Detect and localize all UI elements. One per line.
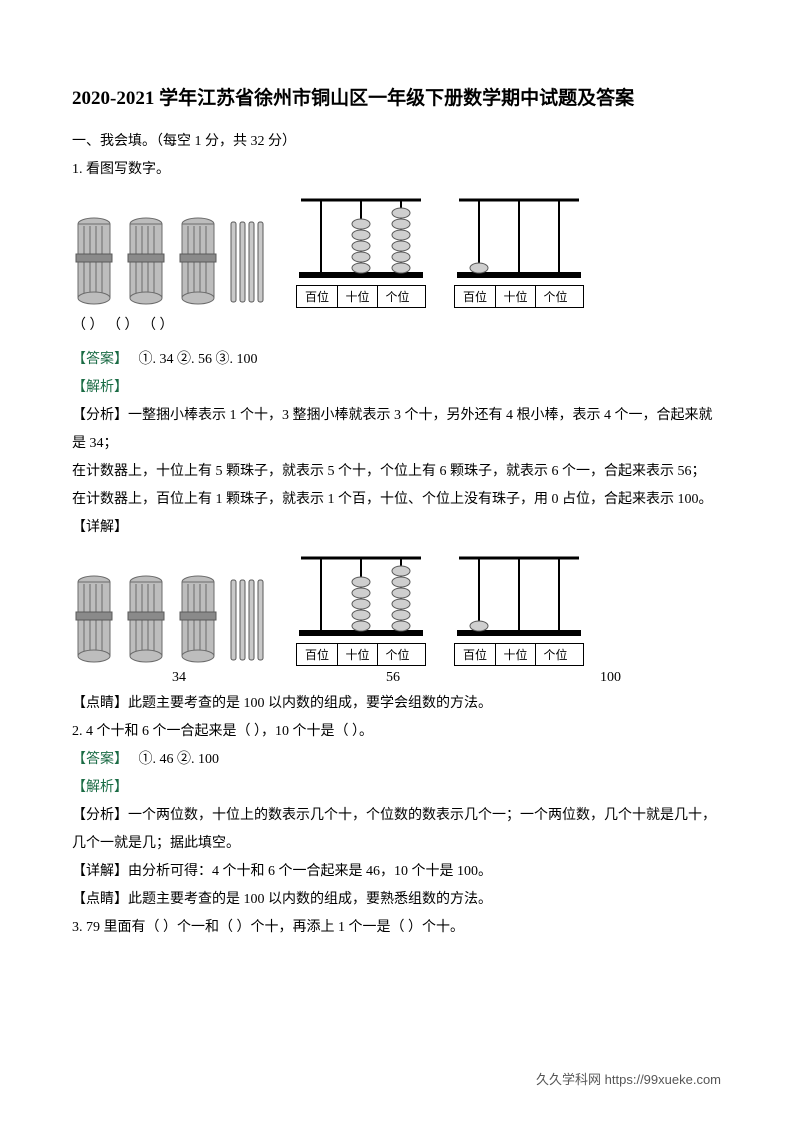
answer-1: 【答案】 ①. 34 ②. 56 ③. 100: [72, 346, 721, 374]
fenxi-1a: 【分析】一整捆小棒表示 1 个十，3 整捆小棒就表示 3 个十，另外还有 4 根…: [72, 402, 721, 458]
fenxi-label: 【分析】: [72, 808, 128, 823]
answer-2-text: ①. 46 ②. 100: [139, 752, 220, 767]
analysis-label: 【解析】: [72, 774, 721, 802]
ans-val-a: 34: [172, 670, 186, 686]
stick-bundle-icon: [176, 574, 220, 666]
xiangjie-label: 【详解】: [72, 864, 128, 879]
place-ten: 十位: [495, 644, 535, 665]
stick-bundle-icon: [72, 216, 116, 308]
abacus-icon: [296, 552, 426, 638]
fenxi-2: 【分析】一个两位数，十位上的数表示几个十，个位数的数表示几个一；一个两位数，几个…: [72, 802, 721, 858]
dianjing-2: 【点睛】此题主要考查的是 100 以内数的组成，要熟悉组数的方法。: [72, 886, 721, 914]
abacus-icon: [296, 194, 426, 280]
abacus-icon: [454, 552, 584, 638]
stick-bundle-icon: [124, 216, 168, 308]
dianjing-label: 【点睛】: [72, 892, 128, 907]
place-ten: 十位: [495, 286, 535, 307]
dianjing-label: 【点睛】: [72, 696, 128, 711]
figure-row-2: 百位 十位 个位 百位 十位 个位: [72, 552, 721, 666]
loose-sticks-icon: [228, 216, 268, 308]
ans-val-c: 100: [600, 670, 621, 686]
answer-values-row: 34 56 100: [72, 670, 721, 686]
answer-label: 【答案】: [72, 752, 128, 767]
section-heading: 一、我会填。（每空 1 分，共 32 分）: [72, 128, 721, 156]
question-1: 1. 看图写数字。: [72, 156, 721, 184]
blanks-row: （ ） （ ） （ ）: [72, 312, 721, 340]
place-hundred: 百位: [297, 286, 337, 307]
place-one: 个位: [377, 644, 417, 665]
abacus-icon: [454, 194, 584, 280]
place-hundred: 百位: [297, 644, 337, 665]
figure-row-1: 百位 十位 个位 百位 十位 个位: [72, 194, 721, 308]
place-labels: 百位 十位 个位: [454, 643, 584, 666]
stick-bundle-icon: [124, 574, 168, 666]
place-ten: 十位: [337, 286, 377, 307]
dianjing-1: 【点睛】此题主要考查的是 100 以内数的组成，要学会组数的方法。: [72, 690, 721, 718]
abacus-2b: 百位 十位 个位: [454, 552, 584, 666]
abacus-2: 百位 十位 个位: [454, 194, 584, 308]
place-one: 个位: [377, 286, 417, 307]
place-labels: 百位 十位 个位: [296, 643, 426, 666]
xiangjie-label: 【详解】: [72, 514, 721, 542]
xiangjie-2: 【详解】由分析可得：4 个十和 6 个一合起来是 46，10 个十是 100。: [72, 858, 721, 886]
place-labels: 百位 十位 个位: [454, 285, 584, 308]
answer-label: 【答案】: [72, 352, 128, 367]
sticks-figure: [72, 574, 268, 666]
place-one: 个位: [535, 644, 575, 665]
stick-bundle-icon: [176, 216, 220, 308]
place-hundred: 百位: [455, 644, 495, 665]
abacus-1: 百位 十位 个位: [296, 194, 426, 308]
loose-sticks-icon: [228, 574, 268, 666]
place-one: 个位: [535, 286, 575, 307]
page-title: 2020-2021 学年江苏省徐州市铜山区一年级下册数学期中试题及答案: [72, 78, 721, 120]
analysis-label: 【解析】: [72, 374, 721, 402]
footer-watermark: 久久学科网 https://99xueke.com: [536, 1069, 721, 1088]
stick-bundle-icon: [72, 574, 116, 666]
place-ten: 十位: [337, 644, 377, 665]
answer-1-text: ①. 34 ②. 56 ③. 100: [139, 352, 258, 367]
question-2: 2. 4 个十和 6 个一合起来是（ ），10 个十是（ ）。: [72, 718, 721, 746]
abacus-1b: 百位 十位 个位: [296, 552, 426, 666]
fenxi-1b: 在计数器上，十位上有 5 颗珠子，就表示 5 个十，个位上有 6 颗珠子，就表示…: [72, 458, 721, 486]
question-3: 3. 79 里面有（ ）个一和（ ）个十，再添上 1 个一是（ ）个十。: [72, 914, 721, 942]
answer-2: 【答案】 ①. 46 ②. 100: [72, 746, 721, 774]
place-labels: 百位 十位 个位: [296, 285, 426, 308]
fenxi-label: 【分析】: [72, 408, 128, 423]
fenxi-1c: 在计数器上，百位上有 1 颗珠子，就表示 1 个百，十位、个位上没有珠子，用 0…: [72, 486, 721, 514]
ans-val-b: 56: [386, 670, 400, 686]
place-hundred: 百位: [455, 286, 495, 307]
sticks-figure: [72, 216, 268, 308]
